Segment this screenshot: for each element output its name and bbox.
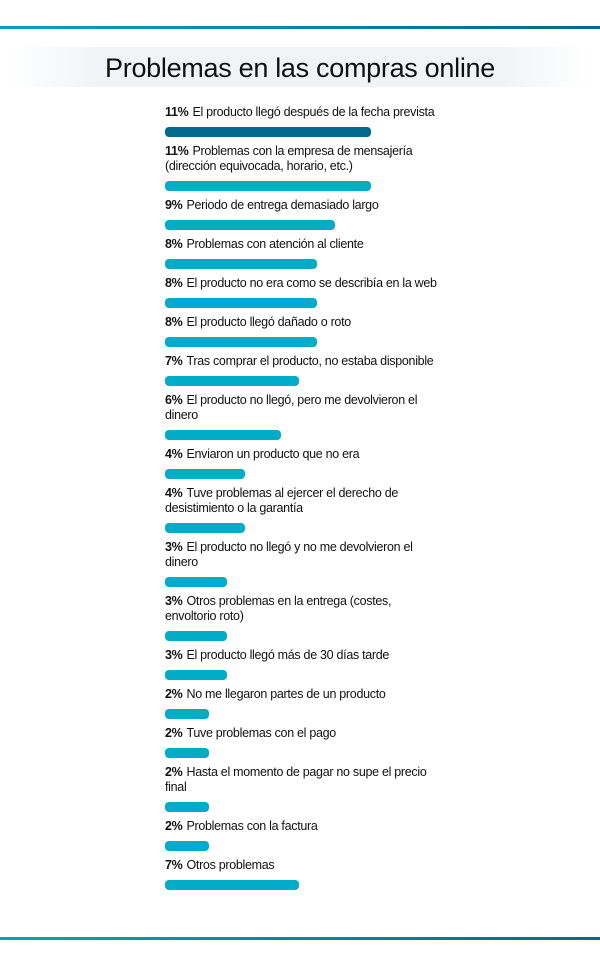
bar-item: 2% Problemas con la factura [165, 819, 445, 851]
title-band [10, 47, 590, 87]
bar-value: 6% [165, 393, 183, 407]
bar [165, 298, 317, 308]
bar-category: Problemas con la empresa de mensajería (… [165, 144, 413, 173]
bar-item: 8% El producto llegó dañado o roto [165, 315, 445, 347]
bar-label: 2% Problemas con la factura [165, 819, 445, 834]
bar-item: 4% Tuve problemas al ejercer el derecho d… [165, 486, 445, 533]
bar-value: 8% [165, 276, 183, 290]
bar-category: Otros problemas en la entrega (costes, e… [165, 594, 392, 623]
bar-category: Problemas con la factura [186, 819, 318, 833]
bar-label: 8% El producto llegó dañado o roto [165, 315, 445, 330]
bar [165, 376, 299, 386]
bar-label: 2% No me llegaron partes de un producto [165, 687, 445, 702]
bar-category: El producto llegó después de la fecha pr… [192, 105, 435, 119]
bar-item: 2% Hasta el momento de pagar no supe el p… [165, 765, 445, 812]
bar-category: El producto no era como se describía en … [186, 276, 437, 290]
bar-label: 11% Problemas con la empresa de mensajerí… [165, 144, 445, 174]
bar-label: 6% El producto no llegó, pero me devolvie… [165, 393, 445, 423]
bar-value: 2% [165, 726, 183, 740]
bar-item: 3% El producto llegó más de 30 días tarde [165, 648, 445, 680]
bar-category: Problemas con atención al cliente [186, 237, 364, 251]
bar [165, 337, 317, 347]
bar-value: 8% [165, 237, 183, 251]
bar-value: 2% [165, 819, 183, 833]
bar [165, 259, 317, 269]
bar-list: 11% El producto llegó después de la fecha… [165, 105, 445, 897]
bar-category: Periodo de entrega demasiado largo [186, 198, 379, 212]
bar-value: 2% [165, 765, 183, 779]
bar [165, 802, 209, 812]
bar [165, 127, 371, 137]
bar-value: 9% [165, 198, 183, 212]
bar [165, 670, 227, 680]
bar-label: 3% Otros problemas en la entrega (costes,… [165, 594, 445, 624]
bar-item: 3% Otros problemas en la entrega (costes,… [165, 594, 445, 641]
bar-item: 11% El producto llegó después de la fecha… [165, 105, 445, 137]
bar-item: 6% El producto no llegó, pero me devolvie… [165, 393, 445, 440]
bar-category: El producto no llegó, pero me devolviero… [165, 393, 418, 422]
bar-category: El producto llegó dañado o roto [186, 315, 351, 329]
bar-item: 8% El producto no era como se describía e… [165, 276, 445, 308]
bar-category: Hasta el momento de pagar no supe el pre… [165, 765, 427, 794]
bar-item: 2% Tuve problemas con el pago [165, 726, 445, 758]
bar-category: El producto llegó más de 30 días tarde [186, 648, 390, 662]
bar [165, 220, 335, 230]
bar-item: 7% Tras comprar el producto, no estaba di… [165, 354, 445, 386]
bar-value: 2% [165, 687, 183, 701]
bar-category: Tras comprar el producto, no estaba disp… [186, 354, 434, 368]
bar-category: Tuve problemas con el pago [186, 726, 336, 740]
bar-item: 4% Enviaron un producto que no era [165, 447, 445, 479]
top-rule [0, 26, 600, 29]
bar [165, 880, 299, 890]
bar-value: 8% [165, 315, 183, 329]
bar-value: 7% [165, 858, 183, 872]
bar [165, 748, 209, 758]
bar-category: Otros problemas [186, 858, 275, 872]
bar [165, 523, 245, 533]
bar-item: 9% Periodo de entrega demasiado largo [165, 198, 445, 230]
bar-label: 8% El producto no era como se describía e… [165, 276, 445, 291]
bar-label: 3% El producto llegó más de 30 días tarde [165, 648, 445, 663]
bar-category: No me llegaron partes de un producto [186, 687, 386, 701]
bar-value: 4% [165, 486, 183, 500]
bar-value: 11% [165, 144, 189, 158]
bar [165, 181, 371, 191]
bar [165, 430, 281, 440]
bar [165, 469, 245, 479]
bar-item: 2% No me llegaron partes de un producto [165, 687, 445, 719]
bar-label: 2% Tuve problemas con el pago [165, 726, 445, 741]
bar-item: 8% Problemas con atención al cliente [165, 237, 445, 269]
bar-label: 4% Tuve problemas al ejercer el derecho d… [165, 486, 445, 516]
bar-item: 11% Problemas con la empresa de mensajerí… [165, 144, 445, 191]
bar-label: 7% Otros problemas [165, 858, 445, 873]
bar-label: 9% Periodo de entrega demasiado largo [165, 198, 445, 213]
bar-category: Enviaron un producto que no era [186, 447, 360, 461]
bar [165, 577, 227, 587]
bar-value: 3% [165, 594, 183, 608]
bar-label: 2% Hasta el momento de pagar no supe el p… [165, 765, 445, 795]
bottom-rule [0, 937, 600, 940]
bar-label: 7% Tras comprar el producto, no estaba di… [165, 354, 445, 369]
bar-value: 4% [165, 447, 183, 461]
bar-label: 11% El producto llegó después de la fecha… [165, 105, 445, 120]
bar-value: 7% [165, 354, 183, 368]
bar [165, 709, 209, 719]
bar-value: 3% [165, 648, 183, 662]
bar-category: El producto no llegó y no me devolvieron… [165, 540, 413, 569]
bar [165, 841, 209, 851]
bar-value: 3% [165, 540, 183, 554]
bar-category: Tuve problemas al ejercer el derecho de … [165, 486, 399, 515]
bar-label: 4% Enviaron un producto que no era [165, 447, 445, 462]
bar-label: 3% El producto no llegó y no me devolvier… [165, 540, 445, 570]
bar-label: 8% Problemas con atención al cliente [165, 237, 445, 252]
chart-title: Problemas en las compras online [105, 53, 495, 83]
bar-item: 3% El producto no llegó y no me devolvier… [165, 540, 445, 587]
bar-item: 7% Otros problemas [165, 858, 445, 890]
bar [165, 631, 227, 641]
bar-value: 11% [165, 105, 189, 119]
